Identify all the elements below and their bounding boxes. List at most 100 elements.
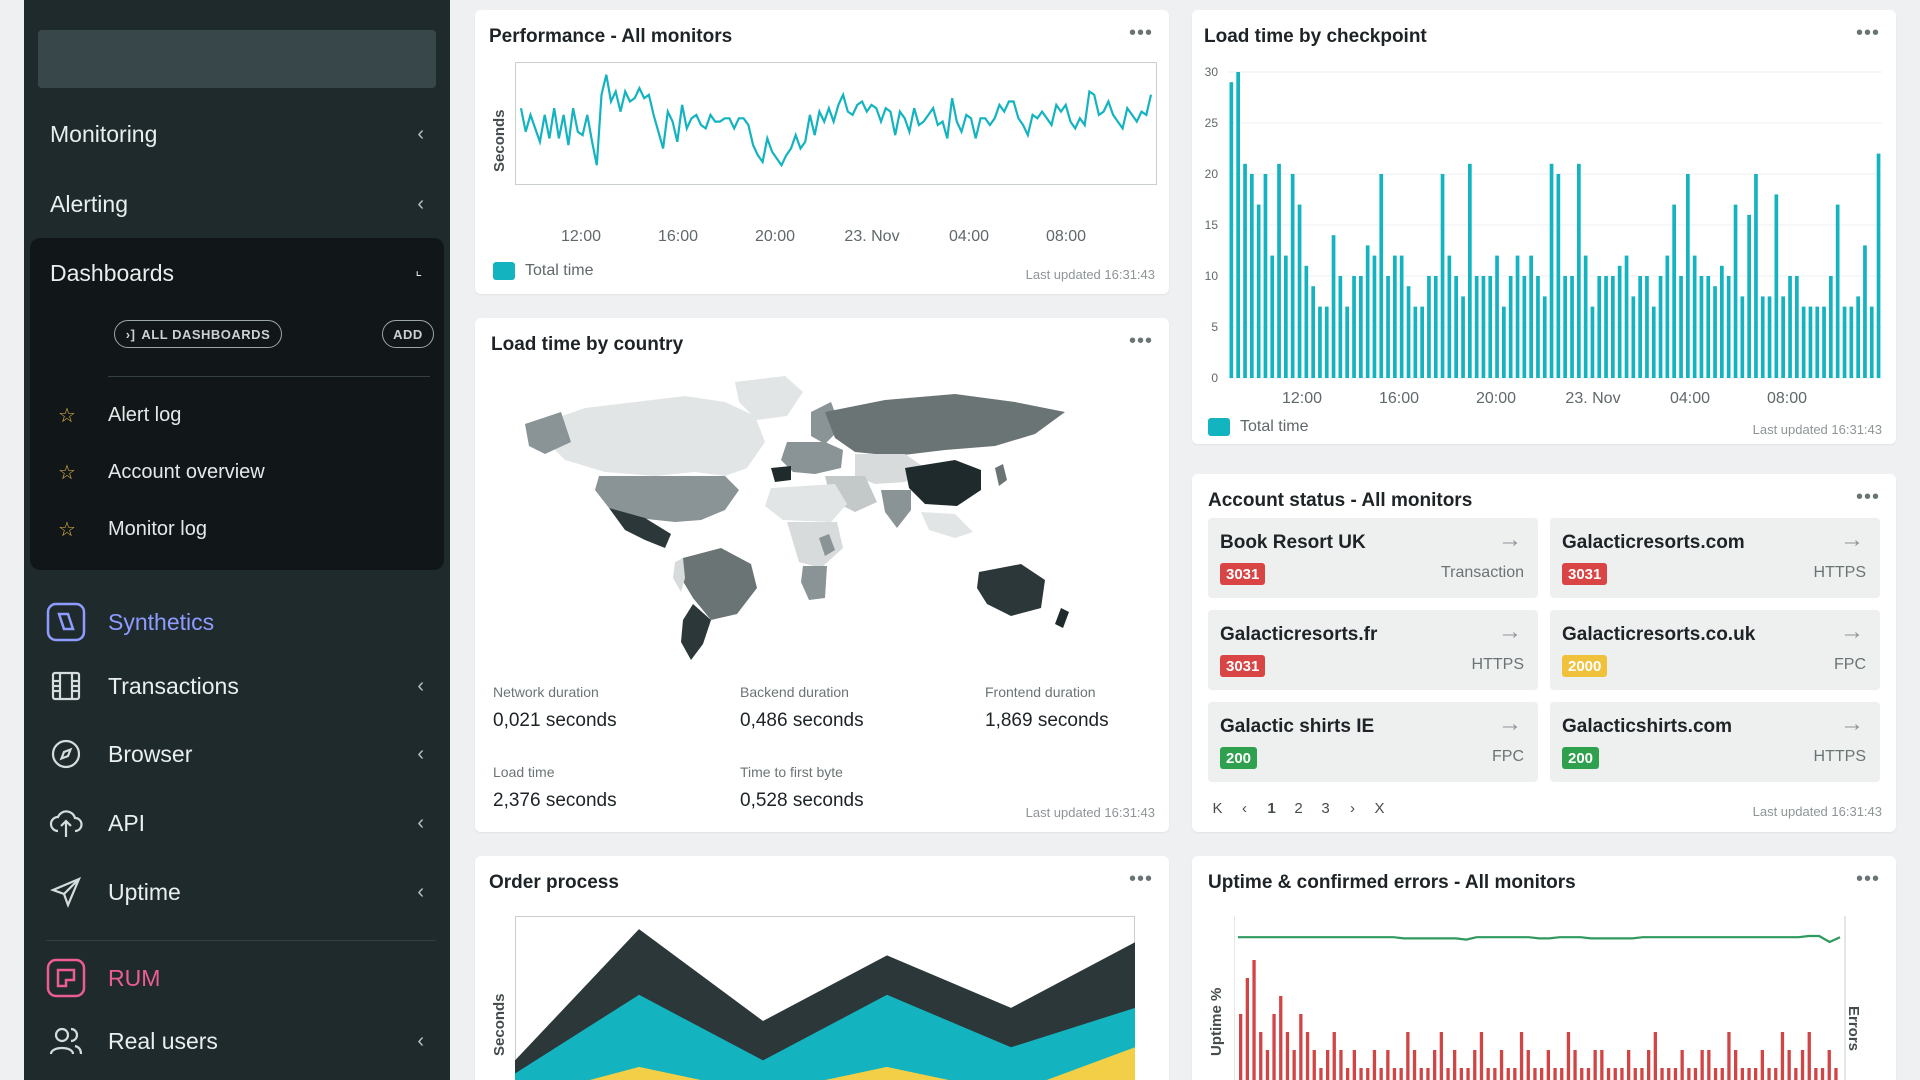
- arrow-right-icon[interactable]: →: [1840, 526, 1864, 553]
- sidebar-item-monitoring[interactable]: Monitoring ‹: [24, 104, 450, 164]
- stat-value: 1,869 seconds: [985, 710, 1109, 731]
- sidebar-item-uptime[interactable]: Uptime ‹: [24, 862, 450, 922]
- arrow-right-icon[interactable]: →: [1840, 710, 1864, 737]
- monitor-tile[interactable]: Galacticresorts.co.uk → 2000 FPC: [1550, 610, 1880, 690]
- sidebar-item-real-users[interactable]: Real users ‹: [24, 1011, 450, 1071]
- x-tick-label: 08:00: [1766, 390, 1808, 407]
- bar: [1270, 255, 1275, 378]
- map-region-central-africa: [787, 522, 843, 568]
- error-bar: [1426, 1068, 1430, 1080]
- favorite-label: Alert log: [108, 403, 182, 426]
- star-icon[interactable]: ☆: [58, 461, 76, 484]
- error-bar: [1774, 1068, 1778, 1080]
- monitor-name: Galacticshirts.com: [1562, 716, 1733, 737]
- x-tick-label: 04:00: [1669, 390, 1711, 407]
- map-region-andes: [673, 558, 685, 592]
- first-page-button[interactable]: K: [1212, 800, 1223, 817]
- bar: [1420, 306, 1424, 378]
- favorite-account-overview[interactable]: ☆ Account overview: [58, 457, 265, 487]
- star-icon[interactable]: ☆: [58, 518, 76, 541]
- error-bar: [1600, 1050, 1604, 1080]
- favorite-label: Monitor log: [108, 517, 207, 540]
- legend-swatch: [1208, 418, 1230, 436]
- page-button[interactable]: 1: [1267, 800, 1276, 817]
- x-tick-label: 20:00: [1475, 390, 1517, 407]
- error-bar: [1439, 1032, 1443, 1080]
- section-rum[interactable]: RUM: [24, 948, 450, 1008]
- card-title: Load time by country: [491, 334, 684, 355]
- arrow-right-icon[interactable]: →: [1498, 710, 1522, 737]
- error-bar: [1687, 1068, 1691, 1080]
- star-icon[interactable]: ☆: [58, 404, 76, 427]
- page-button[interactable]: 3: [1321, 800, 1330, 817]
- sidebar-search-box[interactable]: [38, 30, 436, 88]
- map-region-new-zealand: [1055, 608, 1069, 628]
- more-options-icon[interactable]: •••: [1855, 486, 1880, 508]
- error-bar: [1292, 1050, 1296, 1080]
- map-region-japan: [995, 464, 1007, 486]
- error-bar: [1814, 1068, 1818, 1080]
- more-options-icon[interactable]: •••: [1128, 868, 1153, 890]
- more-options-icon[interactable]: •••: [1128, 22, 1153, 44]
- last-page-button[interactable]: X: [1374, 800, 1385, 817]
- bar: [1679, 276, 1683, 378]
- bar: [1822, 306, 1826, 378]
- sidebar-item-browser[interactable]: Browser ‹: [24, 724, 450, 784]
- status-badge: 200: [1220, 747, 1258, 769]
- monitor-tile[interactable]: Book Resort UK → 3031 Transaction: [1208, 518, 1538, 598]
- chart-legend[interactable]: Total time: [493, 262, 593, 280]
- monitor-tile[interactable]: Galacticshirts.com → 200 HTTPS: [1550, 702, 1880, 782]
- bar: [1863, 245, 1867, 378]
- order-process-card: Order process ••• Seconds: [475, 856, 1169, 1080]
- film-icon: [46, 666, 86, 706]
- map-region-russia: [825, 394, 1065, 456]
- bar: [1440, 174, 1445, 378]
- stat-label: Load time: [493, 764, 555, 780]
- monitor-tile[interactable]: Galacticresorts.fr → 3031 HTTPS: [1208, 610, 1538, 690]
- bar: [1331, 235, 1336, 378]
- error-bar: [1794, 1068, 1798, 1080]
- error-bar: [1245, 978, 1249, 1080]
- prev-page-button[interactable]: ‹: [1242, 800, 1247, 817]
- sidebar-item-transactions[interactable]: Transactions ‹: [24, 656, 450, 716]
- uptime-chart: [1234, 916, 1846, 1080]
- sidebar-item-api[interactable]: API ‹: [24, 793, 450, 853]
- more-options-icon[interactable]: •••: [1855, 22, 1880, 44]
- error-bar: [1379, 1068, 1383, 1080]
- section-synthetics[interactable]: Synthetics: [24, 592, 450, 652]
- collapse-icon[interactable]: ⌞: [415, 262, 422, 278]
- add-dashboard-button[interactable]: ADD: [382, 320, 434, 348]
- all-dashboards-button[interactable]: ›] ALL DASHBOARDS: [114, 320, 282, 348]
- bar: [1795, 276, 1799, 378]
- bar: [1372, 255, 1377, 378]
- x-tick-label: 08:00: [1045, 228, 1087, 245]
- error-bar: [1352, 1050, 1356, 1080]
- card-title: Uptime & confirmed errors - All monitors: [1208, 872, 1576, 893]
- next-page-button[interactable]: ›: [1350, 800, 1355, 817]
- y-axis-label: Uptime %: [1208, 987, 1225, 1056]
- monitor-tile[interactable]: Galactic shirts IE → 200 FPC: [1208, 702, 1538, 782]
- bar: [1692, 255, 1697, 378]
- bar: [1726, 276, 1731, 378]
- arrow-right-icon[interactable]: →: [1840, 618, 1864, 645]
- favorite-monitor-log[interactable]: ☆ Monitor log: [58, 514, 207, 544]
- arrow-right-icon[interactable]: →: [1498, 618, 1522, 645]
- monitor-tile[interactable]: Galacticresorts.com → 3031 HTTPS: [1550, 518, 1880, 598]
- arrow-right-icon[interactable]: →: [1498, 526, 1522, 553]
- y-tick-label: 20: [1204, 167, 1218, 181]
- more-options-icon[interactable]: •••: [1855, 868, 1880, 890]
- favorite-alert-log[interactable]: ☆ Alert log: [58, 400, 181, 430]
- map-region-brazil: [681, 548, 757, 620]
- error-bar: [1667, 1068, 1671, 1080]
- bar: [1549, 163, 1554, 378]
- bar: [1399, 255, 1404, 378]
- legend-label: Total time: [1240, 418, 1309, 435]
- more-options-icon[interactable]: •••: [1128, 330, 1153, 352]
- bar: [1256, 204, 1261, 378]
- map-region-mexico: [609, 508, 671, 548]
- page-button[interactable]: 2: [1294, 800, 1303, 817]
- dashboards-title[interactable]: Dashboards: [50, 260, 175, 286]
- x-tick-label: 20:00: [754, 228, 796, 245]
- sidebar-item-alerting[interactable]: Alerting ‹: [24, 174, 450, 234]
- chart-legend[interactable]: Total time: [1208, 418, 1308, 436]
